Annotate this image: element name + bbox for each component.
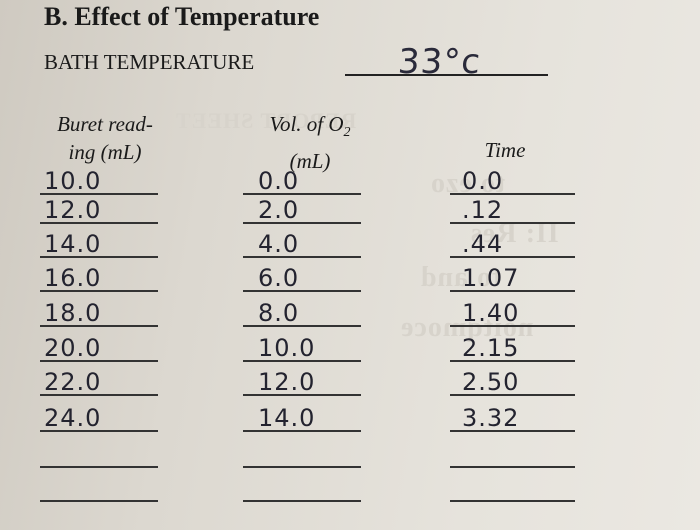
- buret-reading-rule: [40, 290, 158, 292]
- column-header-volume: Vol. of O2 (mL): [240, 110, 380, 175]
- time-rule: [450, 193, 575, 195]
- bath-temperature-line: [345, 74, 548, 76]
- volume-o2-rule: [243, 325, 361, 327]
- volume-o2-rule: [243, 256, 361, 258]
- time-rule: [450, 466, 575, 468]
- volume-o2-rule: [243, 193, 361, 195]
- time-value: 1.40: [462, 299, 520, 327]
- volume-o2-rule: [243, 360, 361, 362]
- volume-o2-value: 8.0: [258, 299, 300, 327]
- section-title: B. Effect of Temperature: [44, 2, 320, 31]
- volume-o2-rule: [243, 500, 361, 502]
- volume-o2-rule: [243, 430, 361, 432]
- time-value: .44: [462, 230, 504, 258]
- buret-reading-value: 14.0: [44, 230, 102, 258]
- time-rule: [450, 394, 575, 396]
- buret-reading-rule: [40, 256, 158, 258]
- volume-o2-value: 10.0: [258, 334, 316, 362]
- bath-temperature-label: BATH TEMPERATURE: [44, 50, 255, 74]
- time-value: 1.07: [462, 264, 520, 292]
- buret-reading-rule: [40, 394, 158, 396]
- column-header-volume-line: (mL): [289, 149, 331, 174]
- volume-o2-rule: [243, 394, 361, 396]
- buret-reading-rule: [40, 360, 158, 362]
- buret-reading-value: 18.0: [44, 299, 102, 327]
- time-rule: [450, 430, 575, 432]
- buret-reading-value: 10.0: [44, 167, 102, 195]
- column-header-time: Time: [484, 138, 526, 162]
- buret-reading-rule: [40, 222, 158, 224]
- time-rule: [450, 256, 575, 258]
- volume-o2-value: 6.0: [258, 264, 300, 292]
- volume-o2-value: 2.0: [258, 196, 300, 224]
- time-value: 2.15: [462, 334, 520, 362]
- volume-o2-value: 4.0: [258, 230, 300, 258]
- volume-o2-value: 14.0: [258, 404, 316, 432]
- volume-o2-rule: [243, 290, 361, 292]
- buret-reading-rule: [40, 466, 158, 468]
- time-value: 3.32: [462, 404, 520, 432]
- time-value: .12: [462, 196, 504, 224]
- column-header-volume-line: Vol. of O2: [269, 112, 351, 141]
- time-rule: [450, 325, 575, 327]
- volume-o2-value: 0.0: [258, 167, 300, 195]
- buret-reading-value: 20.0: [44, 334, 102, 362]
- volume-o2-rule: [243, 222, 361, 224]
- column-header-buret-line: Buret read-: [57, 112, 153, 136]
- column-header-buret: Buret read- ing (mL): [40, 110, 170, 166]
- volume-o2-value: 12.0: [258, 368, 316, 396]
- buret-reading-rule: [40, 500, 158, 502]
- buret-reading-value: 24.0: [44, 404, 102, 432]
- bath-temperature-value: 33°c: [396, 42, 483, 82]
- buret-reading-rule: [40, 430, 158, 432]
- buret-reading-value: 12.0: [44, 196, 102, 224]
- time-value: 2.50: [462, 368, 520, 396]
- time-rule: [450, 290, 575, 292]
- time-rule: [450, 222, 575, 224]
- time-value: 0.0: [462, 167, 504, 195]
- buret-reading-rule: [40, 193, 158, 195]
- time-rule: [450, 500, 575, 502]
- buret-reading-rule: [40, 325, 158, 327]
- buret-reading-value: 22.0: [44, 368, 102, 396]
- column-header-buret-line: ing (mL): [68, 140, 142, 164]
- time-rule: [450, 360, 575, 362]
- volume-o2-rule: [243, 466, 361, 468]
- buret-reading-value: 16.0: [44, 264, 102, 292]
